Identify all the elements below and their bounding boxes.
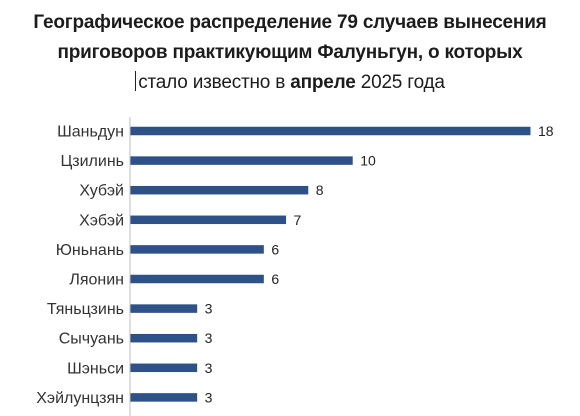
- bar: [130, 245, 264, 254]
- bar: [130, 156, 353, 165]
- title-line-2: приговоров практикующим Фалуньгун, о кот…: [57, 42, 523, 63]
- category-label: Сычуань: [59, 331, 124, 348]
- value-label: 3: [205, 360, 213, 376]
- bar: [130, 363, 198, 373]
- category-label: Хэйлунцзян: [36, 390, 124, 407]
- value-label: 10: [360, 153, 376, 169]
- value-label: 3: [205, 330, 213, 346]
- bar: [130, 126, 531, 136]
- category-label: Хубэй: [79, 183, 124, 200]
- title-line-3-part1: стало известно в: [138, 72, 291, 93]
- bar: [130, 333, 198, 343]
- category-label: Юньнань: [56, 242, 124, 259]
- title-line-3-month: апреле: [290, 72, 356, 93]
- value-label: 6: [271, 271, 279, 287]
- value-label: 3: [205, 301, 213, 317]
- bar: [130, 215, 287, 225]
- value-label: 6: [271, 241, 279, 257]
- bar: [130, 274, 264, 284]
- category-label: Шаньдун: [57, 124, 124, 141]
- bar: [130, 304, 198, 313]
- title-line-3-part3: 2025 года: [355, 72, 445, 93]
- value-label: 8: [316, 182, 324, 198]
- category-label: Хэбэй: [79, 212, 124, 229]
- value-label: 7: [294, 212, 302, 228]
- chart-title: Географическое распределение 79 случаев …: [0, 8, 580, 98]
- text-cursor: [135, 71, 137, 91]
- category-label: Цзилинь: [60, 153, 124, 170]
- category-label: Тяньцзинь: [47, 301, 124, 318]
- value-label: 18: [538, 123, 554, 139]
- value-label: 3: [205, 389, 213, 405]
- category-label: Шэньси: [67, 360, 124, 377]
- bar: [130, 393, 198, 402]
- title-line-1: Географическое распределение 79 случаев …: [33, 12, 547, 33]
- bar: [130, 185, 309, 195]
- title-line-3: стало известно в апреле 2025 года: [0, 68, 580, 98]
- category-label: Ляонин: [69, 272, 124, 289]
